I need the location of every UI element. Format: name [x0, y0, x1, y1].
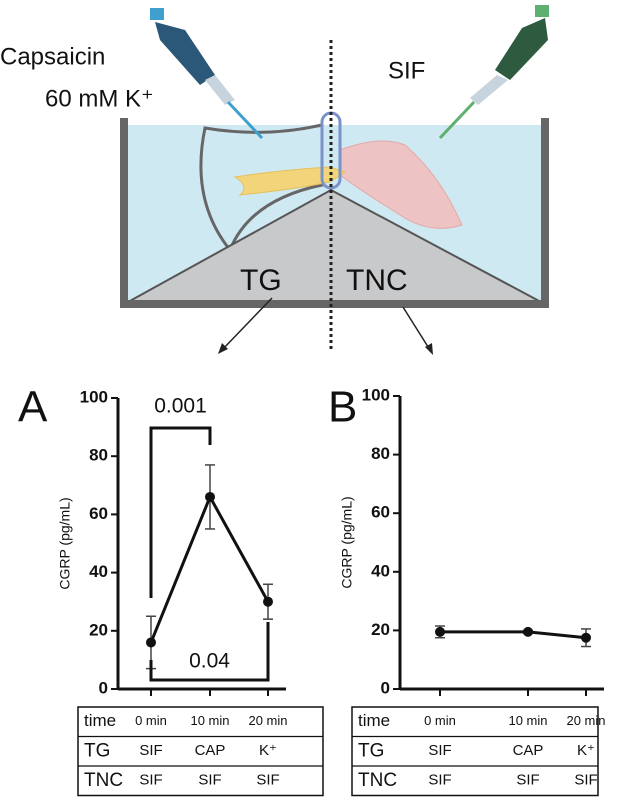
arrow-head — [218, 343, 228, 354]
table-row-label: time — [358, 711, 390, 730]
table-cell: CAP — [513, 742, 544, 759]
bath-diagram: Capsaicin 60 mM K⁺ SIF TG TNC — [0, 5, 549, 355]
table-border — [351, 706, 599, 797]
region-label: TNC — [346, 264, 408, 297]
table-cell: 20 min — [566, 713, 605, 728]
y-tick-label: 60 — [371, 503, 390, 522]
pipette-right — [438, 5, 549, 140]
table-cell: K⁺ — [259, 742, 277, 759]
table-cell: 10 min — [190, 713, 229, 728]
bath-walls — [120, 118, 549, 308]
y-tick-label: 40 — [371, 561, 390, 580]
y-tick-label: 60 — [89, 504, 108, 523]
label: SIF — [388, 57, 425, 84]
y-tick-label: 80 — [89, 446, 108, 465]
pipette-left — [150, 8, 264, 140]
table-cell: SIF — [428, 742, 451, 759]
y-axis-label: CGRP (pg/mL) — [339, 496, 355, 588]
table-row-label: TG — [84, 740, 110, 761]
y-tick-label: 100 — [80, 387, 108, 406]
y-tick-label: 40 — [89, 562, 108, 581]
y-tick-label: 80 — [371, 444, 390, 463]
table-row-label: time — [84, 711, 116, 730]
table-cell: SIF — [139, 772, 162, 789]
bracket — [149, 622, 270, 682]
table-row-label: TNC — [358, 770, 397, 791]
table-cell: SIF — [139, 742, 162, 759]
table-cell: K⁺ — [577, 742, 595, 759]
table-cell: 0 min — [135, 713, 167, 728]
nerve — [233, 166, 347, 196]
label: Capsaicin — [0, 43, 105, 70]
tissue — [339, 140, 463, 229]
table-row-label: TNC — [84, 770, 123, 791]
table-cell: SIF — [428, 772, 451, 789]
line — [440, 630, 587, 640]
point — [205, 491, 215, 502]
table-cell: 20 min — [248, 713, 287, 728]
bracket — [149, 426, 212, 598]
point — [263, 596, 273, 607]
y-tick-label: 0 — [381, 678, 390, 697]
table-cell: SIF — [256, 772, 279, 789]
point — [581, 632, 591, 643]
table-border — [77, 706, 324, 797]
region-label: TG — [240, 264, 282, 297]
table-cell: CAP — [195, 742, 226, 759]
table-cell: SIF — [516, 772, 539, 789]
panel-letter: A — [18, 383, 48, 432]
arrow-head — [425, 343, 433, 355]
point — [523, 626, 533, 637]
point — [146, 637, 156, 648]
y-tick-label: 0 — [99, 678, 108, 697]
y-tick-label: 20 — [89, 620, 108, 639]
table-cell: 0 min — [424, 713, 456, 728]
y-tick-label: 20 — [371, 620, 390, 639]
annotation: 0.04 — [189, 650, 230, 673]
table-row-label: TG — [358, 740, 384, 761]
arrow — [402, 306, 431, 351]
annotation: 0.001 — [154, 395, 207, 418]
label: 60 mM K⁺ — [45, 85, 154, 112]
y-tick-label: 100 — [362, 385, 390, 404]
table-cell: SIF — [198, 772, 221, 789]
table-cell: 10 min — [508, 713, 547, 728]
panel-letter: B — [328, 383, 357, 432]
arrow — [221, 297, 273, 351]
y-axis-label: CGRP (pg/mL) — [57, 497, 73, 589]
table-cell: SIF — [574, 772, 597, 789]
point — [435, 626, 445, 637]
